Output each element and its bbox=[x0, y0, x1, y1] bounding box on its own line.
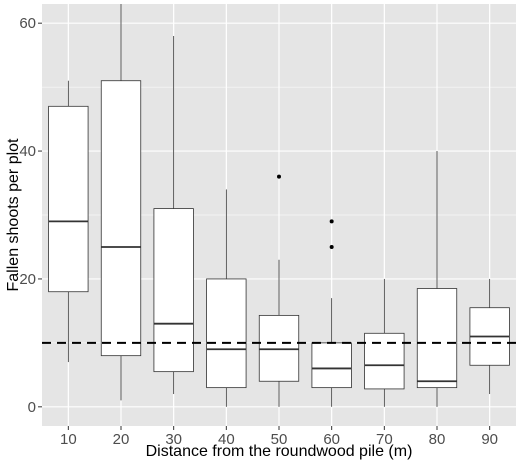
axis-layer: 0 20 40 60 10 20 30 40 50 60 70 80 90 bbox=[19, 15, 498, 448]
x-tick-label: 20 bbox=[113, 431, 130, 448]
outlier-point bbox=[277, 174, 281, 179]
y-tick-label: 40 bbox=[19, 143, 36, 160]
y-tick-label: 0 bbox=[28, 399, 36, 416]
box-30 bbox=[153, 35, 194, 395]
x-tick-label: 80 bbox=[429, 431, 446, 448]
y-tick-label: 60 bbox=[19, 15, 36, 32]
x-tick-label: 50 bbox=[271, 431, 288, 448]
x-tick-label: 70 bbox=[376, 431, 393, 448]
y-axis-title: Fallen shoots per plot bbox=[5, 138, 22, 292]
box-70 bbox=[364, 278, 405, 407]
box-body bbox=[48, 105, 89, 293]
box-80 bbox=[416, 151, 458, 407]
x-tick-label: 10 bbox=[60, 431, 77, 448]
y-tick-label: 20 bbox=[19, 271, 36, 288]
box-40 bbox=[206, 189, 247, 407]
box-60 bbox=[311, 219, 352, 407]
outlier-point bbox=[329, 219, 334, 224]
box-body bbox=[416, 288, 458, 389]
outlier-point bbox=[329, 244, 334, 249]
box-90 bbox=[469, 278, 510, 395]
box-body bbox=[206, 278, 247, 389]
box-body bbox=[311, 342, 352, 389]
x-axis-title: Distance from the roundwood pile (m) bbox=[146, 443, 413, 460]
box-body bbox=[100, 80, 142, 357]
box-body bbox=[258, 314, 300, 382]
x-tick-label: 60 bbox=[323, 431, 340, 448]
box-20 bbox=[100, 4, 142, 401]
x-tick-label: 90 bbox=[481, 431, 498, 448]
box-body bbox=[153, 208, 194, 373]
box-50 bbox=[258, 174, 300, 407]
x-tick-label: 30 bbox=[165, 431, 182, 448]
x-tick-label: 40 bbox=[218, 431, 235, 448]
box-body bbox=[364, 332, 405, 390]
box-10 bbox=[48, 80, 89, 363]
box-layer bbox=[48, 4, 510, 407]
